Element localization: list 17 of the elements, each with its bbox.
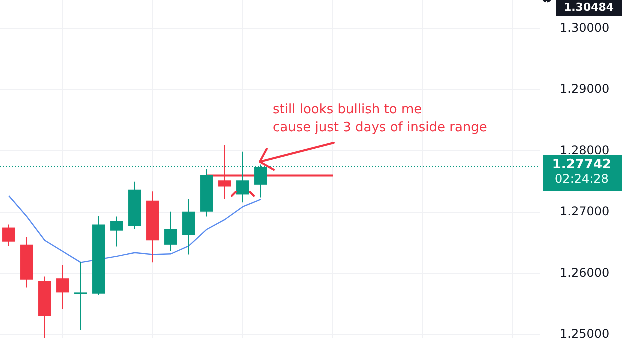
candlestick <box>164 211 178 252</box>
candlestick <box>2 224 16 247</box>
y-tick-label: 1.27000 <box>560 204 610 219</box>
y-tick-label: 1.25000 <box>560 327 610 338</box>
y-tick-label: 1.30000 <box>560 20 610 35</box>
y-tick-label: 1.29000 <box>560 82 610 96</box>
text: 1.30484 <box>564 0 614 14</box>
candlestick <box>74 262 88 331</box>
ref-line-label: 1.27742 <box>552 157 612 172</box>
candlestick <box>110 216 124 248</box>
y-tick-label: 1.28000 <box>560 143 610 158</box>
candlestick <box>56 264 70 310</box>
annotation: still looks bullish to me <box>273 102 422 118</box>
y-tick-label: 1.26000 <box>560 266 610 280</box>
candlestick <box>182 198 196 256</box>
text: 02:24:28 <box>555 172 609 186</box>
annotation: cause just 3 days of inside range <box>273 120 488 136</box>
